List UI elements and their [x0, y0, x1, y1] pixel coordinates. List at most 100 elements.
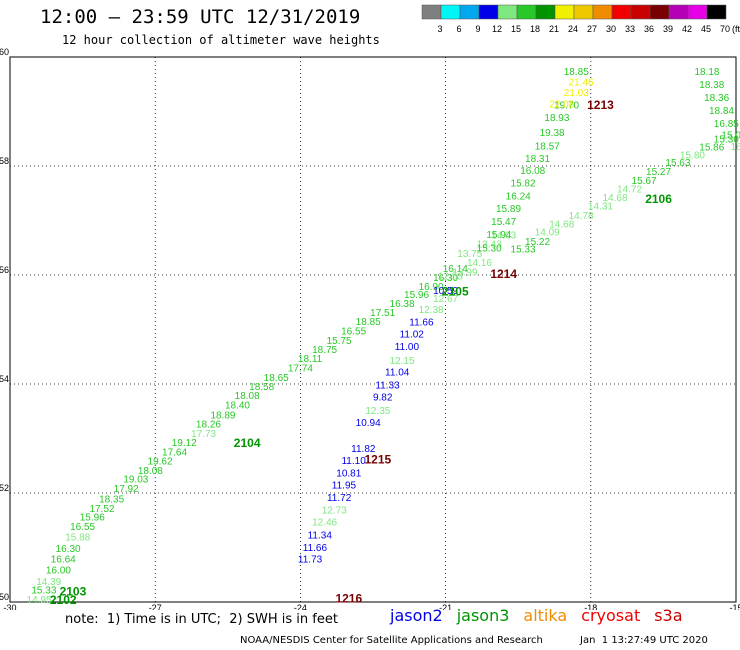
color-scale-tick-label: 36 [644, 24, 654, 34]
wave-height-point: 16.08 [520, 166, 545, 177]
color-scale-tick-label: 42 [682, 24, 692, 34]
plot-area: -30-27-24-21-18-1550525456586014.9515.33… [0, 47, 740, 610]
wave-height-point: 21.46 [569, 77, 594, 88]
color-scale-tick-label: 18 [530, 24, 540, 34]
wave-height-point: 14.95 [27, 595, 52, 606]
wave-height-point: 16.30 [56, 544, 81, 555]
wave-height-point: 15.33 [511, 245, 536, 256]
color-scale-swatch [706, 4, 727, 20]
wave-height-point: 15.94 [486, 230, 511, 241]
satellite-legend-cryosat: cryosat [581, 606, 641, 625]
wave-height-point: 15.36 [714, 134, 739, 145]
wave-height-point: 22.08 [549, 100, 574, 111]
wave-height-point: 9.82 [373, 392, 393, 403]
wave-height-point: 12.53 [438, 271, 463, 282]
wave-height-point: 12.38 [419, 305, 444, 316]
y-tick-label: 50 [0, 592, 9, 602]
wave-height-point: 10.94 [356, 418, 381, 429]
wave-height-point: 19.12 [172, 438, 197, 449]
wave-height-point: 10.81 [336, 469, 361, 480]
pass-id-label: 1215 [364, 452, 391, 466]
x-tick-label: -15 [729, 603, 740, 610]
wave-height-point: 18.58 [249, 382, 274, 393]
x-tick-label: -24 [294, 603, 307, 610]
color-scale-tick-label: 45 [701, 24, 711, 34]
wave-height-point: 18.31 [525, 154, 550, 165]
wave-height-point: 18.85 [564, 67, 589, 78]
wave-height-point: 15.80 [680, 150, 705, 161]
wave-height-point: 17.74 [288, 363, 313, 374]
wave-height-point: 16.30 [433, 273, 458, 284]
wave-height-point: 16.24 [506, 192, 531, 203]
wave-height-point: 18.26 [196, 420, 221, 431]
color-scale-tick-label: 9 [475, 24, 480, 34]
wave-height-point: 16.38 [390, 299, 415, 310]
wave-height-point: 18.85 [356, 317, 381, 328]
wave-height-point: 18.11 [298, 354, 323, 365]
wave-height-point: 12.35 [365, 406, 390, 417]
y-tick-label: 60 [0, 47, 9, 57]
pass-id-label: 1214 [490, 267, 517, 281]
y-tick-label: 58 [0, 156, 9, 166]
pass-id-label: 2106 [645, 192, 672, 206]
wave-height-point: 21.03 [564, 88, 589, 99]
wave-height-point: 11.04 [385, 368, 410, 379]
wave-height-point: 13.75 [457, 249, 482, 260]
wave-height-point: 18.18 [694, 67, 719, 78]
y-tick-label: 56 [0, 265, 9, 275]
x-tick-label: -21 [439, 603, 452, 610]
wave-height-point: 19.03 [123, 475, 148, 486]
x-tick-label: -30 [3, 603, 16, 610]
wave-height-point: 11.82 [351, 444, 376, 455]
satellite-legend-jason2: jason2 [390, 606, 443, 625]
plot-frame [9, 56, 737, 603]
wave-height-point: 11.33 [375, 380, 400, 391]
footer-note: note: 1) Time is in UTC; 2) SWH is in fe… [65, 612, 338, 627]
wave-height-point: 11.02 [400, 330, 425, 341]
color-scale-tick-label: 12 [492, 24, 502, 34]
wave-height-point: 16.00 [46, 566, 71, 577]
page-title: 12:00 – 23:59 UTC 12/31/2019 [40, 6, 361, 28]
wave-height-point: 11.72 [327, 493, 352, 504]
satellite-legend-s3a: s3a [654, 606, 683, 625]
wave-height-point: 11.34 [308, 531, 333, 542]
wave-height-point: 12.15 [390, 356, 415, 367]
color-scale-tick-label: 15 [511, 24, 521, 34]
wave-height-point: 15.27 [646, 167, 671, 178]
wave-height-point: 19.70 [554, 101, 579, 112]
wave-height-point: 16.14 [443, 264, 468, 275]
wave-height-point: 14.16 [467, 258, 492, 269]
wave-height-point: 17.51 [370, 308, 395, 319]
satellite-legend-altika: altika [523, 606, 568, 625]
wave-height-point: 18.08 [235, 391, 260, 402]
color-scale-tick-label: 3 [437, 24, 442, 34]
wave-height-point: 16 [730, 142, 740, 153]
wave-height-point: 14.09 [535, 228, 560, 239]
color-scale-unit: (ft) [732, 24, 740, 34]
wave-height-point: 17.52 [89, 504, 114, 515]
wave-height-point: 15.63 [665, 158, 690, 169]
wave-height-point: 18.57 [535, 142, 560, 153]
wave-height-point: 11.66 [409, 318, 434, 329]
wave-height-point: 17.64 [162, 447, 187, 458]
wave-height-point: 11.10 [341, 456, 366, 467]
color-scale-tick-label: 27 [587, 24, 597, 34]
wave-height-point: 13.99 [452, 267, 477, 278]
wave-height-point: 15.82 [511, 179, 536, 190]
x-tick-label: -18 [584, 603, 597, 610]
wave-height-point: 18.84 [709, 106, 734, 117]
wave-height-point: 15.0 [721, 131, 740, 142]
pass-id-label: 2102 [50, 593, 77, 607]
footer-timestamp: Jan 1 13:27:49 UTC 2020 [580, 635, 708, 646]
wave-height-point: 14.68 [549, 220, 574, 231]
wave-height-point: 18.93 [544, 113, 569, 124]
color-scale-tick-label: 33 [625, 24, 635, 34]
wave-height-point: 17.73 [191, 429, 216, 440]
wave-height-point: 15.96 [80, 513, 105, 524]
wave-height-point: 11.95 [332, 481, 357, 492]
wave-height-point: 14.68 [602, 193, 627, 204]
wave-height-point: 14.39 [36, 577, 61, 588]
color-scale-tick-label: 21 [549, 24, 559, 34]
